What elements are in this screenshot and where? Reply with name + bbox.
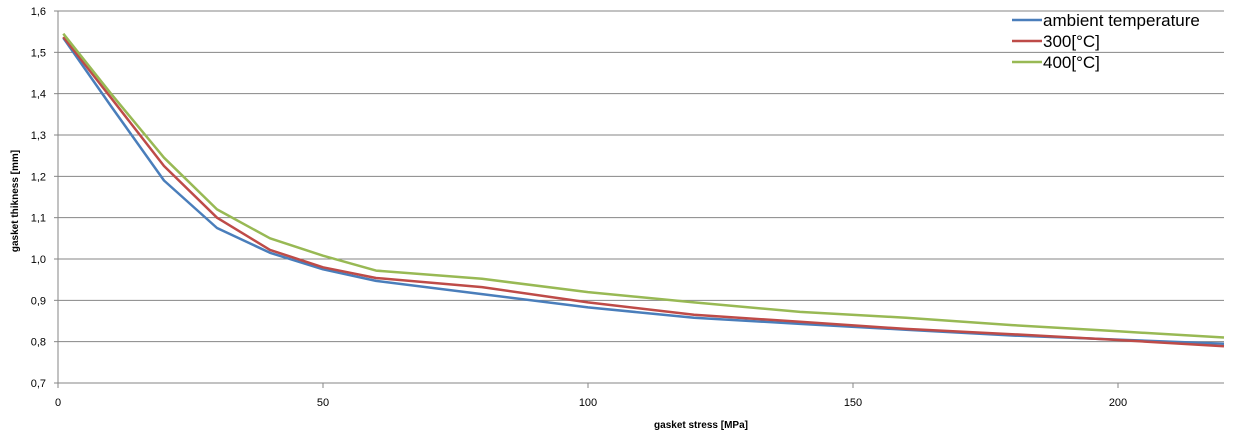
x-axis-title: gasket stress [MPa]	[654, 420, 748, 431]
y-axis-title: gasket thikness [mm]	[10, 150, 21, 252]
legend-item: 400[°C]	[1012, 53, 1100, 72]
x-tick-label: 100	[579, 397, 597, 409]
y-tick-label: 0,7	[31, 378, 46, 390]
y-tick-label: 1,0	[31, 254, 46, 266]
legend-label: 300[°C]	[1043, 32, 1100, 51]
legend-label: 400[°C]	[1043, 53, 1100, 72]
series-line-2	[62, 36, 1225, 348]
y-tick-label: 1,1	[31, 213, 46, 225]
y-tick-label: 1,6	[31, 6, 46, 18]
x-tick-label: 150	[844, 397, 862, 409]
gridlines	[54, 10, 1224, 388]
y-tick-label: 0,9	[31, 295, 46, 307]
x-tick-label: 50	[317, 397, 329, 409]
legend-item: 300[°C]	[1012, 32, 1100, 51]
series-lines	[62, 32, 1225, 348]
legend: ambient temperature 300[°C] 400[°C]	[1012, 11, 1200, 72]
y-tick-label: 1,2	[31, 171, 46, 183]
y-tick-label: 1,5	[31, 47, 46, 59]
y-tick-label: 0,8	[31, 337, 46, 349]
y-tick-label: 1,4	[31, 89, 46, 101]
legend-item: ambient temperature	[1012, 11, 1200, 30]
tick-labels: 0,7 0,8 0,9 1,0 1,1 1,2 1,3 1,4 1,5 1,6 0 50 100 150 2…	[31, 6, 1127, 409]
axes	[57, 11, 1224, 384]
x-tick-label: 0	[55, 397, 61, 409]
legend-label: ambient temperature	[1043, 11, 1200, 30]
series-line-3	[62, 32, 1225, 339]
y-tick-label: 1,3	[31, 130, 46, 142]
x-tick-label: 200	[1109, 397, 1127, 409]
